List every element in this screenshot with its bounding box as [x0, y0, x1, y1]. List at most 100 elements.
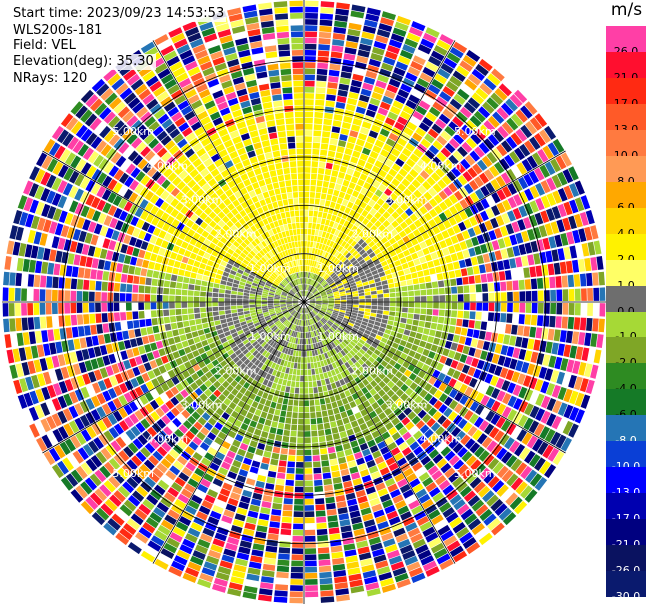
range-gate [304, 216, 309, 223]
range-gate [293, 523, 304, 530]
range-gate [572, 229, 581, 244]
range-gate [149, 438, 160, 450]
range-gate [329, 63, 341, 71]
range-gate [304, 290, 307, 297]
range-gate [537, 148, 549, 163]
range-gate [268, 407, 275, 415]
range-gate [84, 477, 98, 491]
range-gate [120, 433, 132, 445]
range-gate [232, 283, 239, 288]
range-gate [41, 155, 53, 170]
range-gate [304, 284, 306, 290]
range-gate [339, 311, 345, 315]
range-gate [490, 261, 499, 272]
range-gate [326, 321, 333, 327]
range-gate [491, 444, 503, 456]
range-gate [401, 286, 408, 292]
range-gate [111, 342, 120, 353]
range-gate [369, 266, 377, 272]
range-gate [268, 308, 275, 312]
range-gate [312, 288, 317, 294]
range-gate [281, 325, 286, 332]
range-gate [299, 313, 302, 320]
range-gate [322, 265, 327, 272]
range-gate [113, 169, 125, 181]
range-gate [297, 325, 301, 332]
range-gate [504, 437, 515, 450]
range-gate [262, 425, 271, 433]
range-gate [423, 212, 433, 221]
range-gate [469, 476, 482, 489]
range-gate [253, 486, 264, 495]
range-gate [168, 449, 180, 460]
range-gate [569, 406, 580, 422]
range-gate [140, 418, 151, 429]
range-gate [382, 143, 393, 153]
range-gate [304, 271, 306, 278]
range-gate [278, 553, 290, 560]
range-gate [226, 281, 233, 287]
range-gate [474, 404, 485, 416]
range-gate [249, 420, 258, 428]
range-gate [373, 476, 384, 486]
range-gate [402, 516, 415, 527]
range-gate [481, 283, 488, 292]
range-gate [178, 231, 187, 241]
range-gate [509, 258, 517, 269]
range-gate [194, 489, 206, 499]
range-gate [333, 482, 343, 490]
range-gate [140, 446, 151, 458]
range-gate [373, 509, 385, 518]
range-gate [478, 371, 488, 382]
range-gate [463, 302, 470, 311]
range-gate [580, 195, 591, 210]
range-gate [430, 344, 438, 353]
range-gate [3, 271, 10, 286]
range-gate [201, 317, 208, 324]
range-gate [227, 248, 235, 255]
range-gate [360, 336, 368, 342]
range-gate [261, 456, 271, 464]
range-gate [275, 309, 282, 313]
range-gate [386, 389, 395, 398]
range-gate [72, 363, 82, 376]
range-gate [288, 355, 293, 362]
range-gate [144, 403, 155, 414]
range-gate [294, 305, 300, 310]
range-gate [304, 130, 313, 136]
range-gate [327, 294, 334, 297]
range-gate [316, 300, 322, 302]
range-gate [36, 217, 46, 231]
range-gate [266, 438, 274, 446]
range-gate [219, 402, 228, 411]
range-gate [473, 225, 482, 236]
range-gate [550, 369, 560, 383]
range-gate [160, 382, 170, 392]
range-gate [221, 515, 233, 524]
range-gate [413, 83, 427, 94]
range-gate [506, 247, 515, 258]
range-gate [242, 437, 251, 445]
range-gate [40, 402, 51, 417]
range-gate [134, 386, 144, 397]
range-gate [252, 257, 259, 264]
range-gate [449, 75, 463, 87]
range-gate [334, 107, 345, 116]
range-gate [374, 189, 383, 198]
range-gate [417, 185, 427, 195]
range-gate [515, 360, 524, 372]
range-gate [410, 60, 424, 71]
range-gate [523, 417, 534, 431]
range-gate [305, 566, 318, 573]
range-gate [104, 498, 118, 512]
range-gate [307, 357, 311, 363]
range-gate [431, 470, 443, 481]
range-gate [340, 275, 346, 281]
range-gate [292, 368, 297, 375]
range-gate [273, 376, 279, 384]
range-gate [333, 26, 347, 35]
range-gate [287, 405, 293, 412]
range-gate [161, 355, 169, 364]
range-gate [246, 319, 253, 324]
range-gate [273, 596, 288, 603]
